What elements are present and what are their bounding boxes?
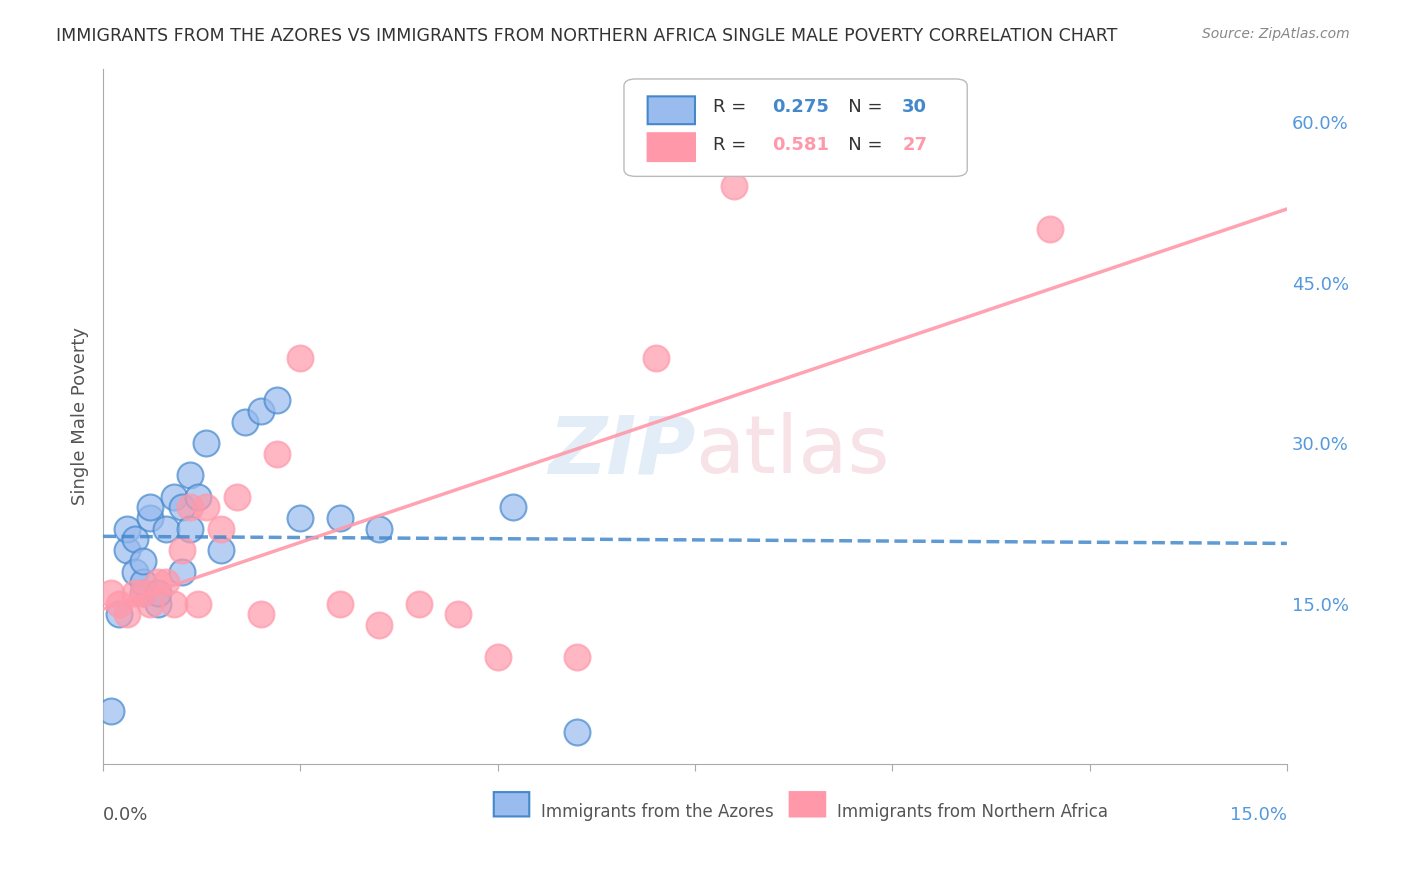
FancyBboxPatch shape [624,79,967,177]
Text: 15.0%: 15.0% [1230,806,1286,824]
Point [139,500,162,515]
Text: R =: R = [713,136,752,154]
FancyBboxPatch shape [790,792,825,816]
Point [131,575,153,590]
Point [368,618,391,632]
FancyBboxPatch shape [648,96,695,124]
Point [179,468,201,483]
Point [108,607,131,622]
Text: IMMIGRANTS FROM THE AZORES VS IMMIGRANTS FROM NORTHERN AFRICA SINGLE MALE POVERT: IMMIGRANTS FROM THE AZORES VS IMMIGRANTS… [56,27,1118,45]
Point [211,522,233,536]
Point [187,490,209,504]
Point [131,554,153,568]
Text: N =: N = [831,98,889,116]
Point [115,522,138,536]
Point [170,565,193,579]
Point [148,575,170,590]
FancyBboxPatch shape [648,133,695,161]
Point [565,650,588,665]
Point [368,522,391,536]
Text: Immigrants from Northern Africa: Immigrants from Northern Africa [837,803,1108,821]
Point [108,597,131,611]
Point [644,351,666,365]
Point [115,607,138,622]
Point [139,511,162,525]
Point [131,586,153,600]
Point [179,522,201,536]
Point [155,575,177,590]
Point [408,597,430,611]
Point [226,490,249,504]
Point [115,543,138,558]
Point [502,500,524,515]
Point [1039,222,1062,236]
Y-axis label: Single Male Poverty: Single Male Poverty [72,327,89,506]
Text: R =: R = [713,98,752,116]
Point [290,511,312,525]
Point [723,179,745,194]
Point [211,543,233,558]
Point [447,607,470,622]
Point [266,447,288,461]
Point [139,597,162,611]
Point [233,415,256,429]
Point [124,565,146,579]
FancyBboxPatch shape [494,792,529,816]
Point [290,351,312,365]
Text: 0.0%: 0.0% [103,806,149,824]
Point [179,500,201,515]
Point [148,586,170,600]
Text: atlas: atlas [695,412,890,491]
Text: Source: ZipAtlas.com: Source: ZipAtlas.com [1202,27,1350,41]
Point [250,607,273,622]
Point [148,597,170,611]
Point [194,500,217,515]
Text: 30: 30 [903,98,927,116]
Point [187,597,209,611]
Point [100,586,122,600]
Point [170,500,193,515]
Point [250,404,273,418]
Point [124,586,146,600]
Point [329,597,352,611]
Text: Immigrants from the Azores: Immigrants from the Azores [541,803,773,821]
Point [163,490,186,504]
Point [100,704,122,718]
Text: N =: N = [831,136,889,154]
Point [194,436,217,450]
Point [266,393,288,408]
Point [329,511,352,525]
Point [486,650,509,665]
Point [124,533,146,547]
Text: 0.581: 0.581 [772,136,830,154]
Point [565,725,588,739]
Text: 27: 27 [903,136,927,154]
Point [155,522,177,536]
Point [163,597,186,611]
Point [131,586,153,600]
Text: 0.275: 0.275 [772,98,828,116]
Point [170,543,193,558]
Text: ZIP: ZIP [547,412,695,491]
